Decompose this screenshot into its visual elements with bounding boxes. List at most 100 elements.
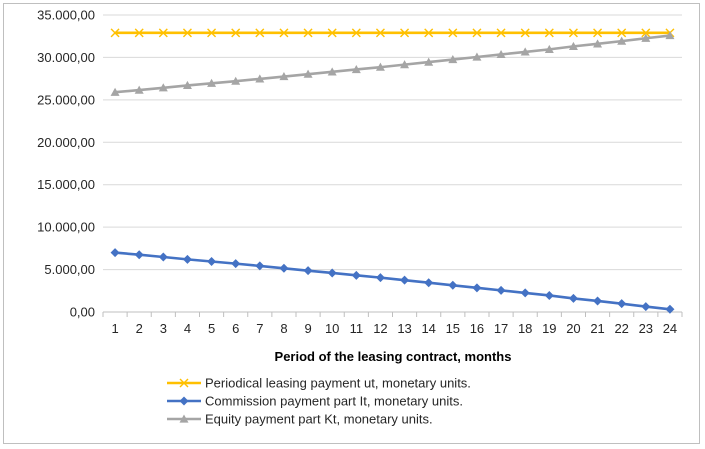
diamond-marker bbox=[351, 270, 361, 280]
diamond-marker bbox=[207, 257, 217, 267]
triangle-marker bbox=[279, 72, 289, 81]
x-tick-label: 3 bbox=[160, 321, 167, 336]
triangle-marker bbox=[593, 39, 603, 48]
x-tick-label: 15 bbox=[446, 321, 460, 336]
triangle-marker bbox=[134, 85, 144, 94]
x-tick-label: 2 bbox=[136, 321, 143, 336]
legend-label: Periodical leasing payment ut, monetary … bbox=[205, 376, 471, 391]
x-tick-label: 20 bbox=[566, 321, 580, 336]
x-tick-label: 7 bbox=[256, 321, 263, 336]
series-3 bbox=[110, 31, 675, 96]
triangle-marker bbox=[255, 74, 265, 83]
diamond-marker bbox=[179, 396, 189, 406]
x-axis-ticks: 1 2 3 4 5 6 7 8 9 10 11 12 13 14 15 16 17 18 19 20 21 22 23 24 bbox=[102, 312, 683, 336]
triangle-marker bbox=[400, 60, 410, 69]
x-tick-label: 21 bbox=[590, 321, 604, 336]
triangle-marker bbox=[568, 41, 578, 50]
series-1 bbox=[110, 28, 675, 38]
triangle-marker bbox=[641, 33, 651, 42]
triangle-marker bbox=[207, 78, 217, 87]
diamond-marker bbox=[327, 268, 337, 278]
x-tick-label: 10 bbox=[325, 321, 339, 336]
triangle-marker bbox=[472, 52, 482, 61]
triangle-marker bbox=[496, 49, 506, 59]
diamond-marker bbox=[424, 278, 434, 288]
diamond-marker bbox=[279, 263, 289, 273]
legend-label: Commission payment part It, monetary uni… bbox=[205, 394, 463, 409]
triangle-marker bbox=[520, 47, 530, 56]
y-tick-label: 5.000,00 bbox=[44, 262, 95, 277]
y-tick-label: 25.000,00 bbox=[37, 92, 95, 107]
x-marker bbox=[303, 28, 313, 38]
x-marker bbox=[375, 28, 385, 38]
x-tick-label: 14 bbox=[421, 321, 435, 336]
x-marker bbox=[593, 28, 603, 38]
x-marker bbox=[424, 28, 434, 38]
triangle-marker bbox=[351, 64, 361, 74]
diamond-marker bbox=[158, 252, 168, 262]
x-tick-label: 11 bbox=[350, 321, 364, 336]
x-marker bbox=[400, 28, 410, 38]
x-marker bbox=[496, 28, 506, 38]
triangle-marker bbox=[179, 414, 189, 423]
diamond-marker bbox=[568, 293, 578, 303]
legend-item: Equity payment part Kt, monetary units. bbox=[167, 412, 433, 427]
series-line bbox=[114, 34, 671, 94]
chart-frame bbox=[3, 3, 700, 444]
diamond-marker bbox=[496, 285, 506, 295]
x-marker bbox=[472, 28, 482, 38]
legend-item: Periodical leasing payment ut, monetary … bbox=[167, 376, 471, 391]
diamond-marker bbox=[231, 259, 241, 269]
x-tick-label: 24 bbox=[663, 321, 677, 336]
x-marker bbox=[617, 28, 627, 38]
diamond-marker bbox=[520, 288, 530, 298]
x-tick-label: 6 bbox=[232, 321, 239, 336]
diamond-marker bbox=[593, 296, 603, 306]
y-tick-label: 30.000,00 bbox=[37, 50, 95, 65]
x-marker bbox=[182, 28, 192, 38]
x-tick-label: 23 bbox=[639, 321, 653, 336]
x-tick-label: 13 bbox=[397, 321, 411, 336]
y-tick-label: 10.000,00 bbox=[37, 220, 95, 235]
diamond-marker bbox=[400, 275, 410, 285]
x-axis-title: Period of the leasing contract, months bbox=[275, 349, 512, 364]
legend: Periodical leasing payment ut, monetary … bbox=[167, 376, 471, 427]
triangle-marker bbox=[327, 67, 337, 76]
gridlines bbox=[103, 14, 682, 271]
x-marker bbox=[327, 28, 337, 38]
diamond-marker bbox=[448, 280, 458, 290]
diamond-marker bbox=[303, 266, 313, 276]
x-marker bbox=[158, 28, 168, 38]
diamond-marker bbox=[472, 283, 482, 293]
x-tick-label: 8 bbox=[280, 321, 287, 336]
triangle-marker bbox=[617, 36, 627, 45]
y-tick-label: 20.000,00 bbox=[37, 135, 95, 150]
y-axis-ticks: 0,00 5.000,00 10.000,00 15.000,00 20.000,00 2… bbox=[37, 8, 95, 320]
series-2 bbox=[110, 248, 675, 314]
diamond-marker bbox=[641, 302, 651, 312]
x-tick-label: 1 bbox=[111, 321, 118, 336]
triangle-marker bbox=[158, 83, 168, 92]
triangle-marker bbox=[448, 55, 458, 64]
diamond-marker bbox=[110, 248, 120, 258]
x-tick-label: 5 bbox=[208, 321, 215, 336]
x-tick-label: 19 bbox=[542, 321, 556, 336]
x-marker bbox=[110, 28, 120, 38]
diamond-marker bbox=[617, 299, 627, 309]
x-marker bbox=[520, 28, 530, 38]
x-tick-label: 4 bbox=[184, 321, 191, 336]
diamond-marker bbox=[182, 254, 192, 264]
diamond-marker bbox=[665, 304, 675, 314]
x-marker bbox=[134, 28, 144, 38]
triangle-marker bbox=[424, 57, 434, 66]
triangle-marker bbox=[375, 62, 385, 71]
legend-label: Equity payment part Kt, monetary units. bbox=[205, 412, 433, 427]
x-marker bbox=[351, 28, 361, 38]
x-marker bbox=[179, 378, 189, 388]
triangle-marker bbox=[544, 44, 554, 53]
x-marker bbox=[231, 28, 241, 38]
x-tick-label: 17 bbox=[494, 321, 508, 336]
x-marker bbox=[279, 28, 289, 38]
triangle-marker bbox=[110, 87, 120, 96]
